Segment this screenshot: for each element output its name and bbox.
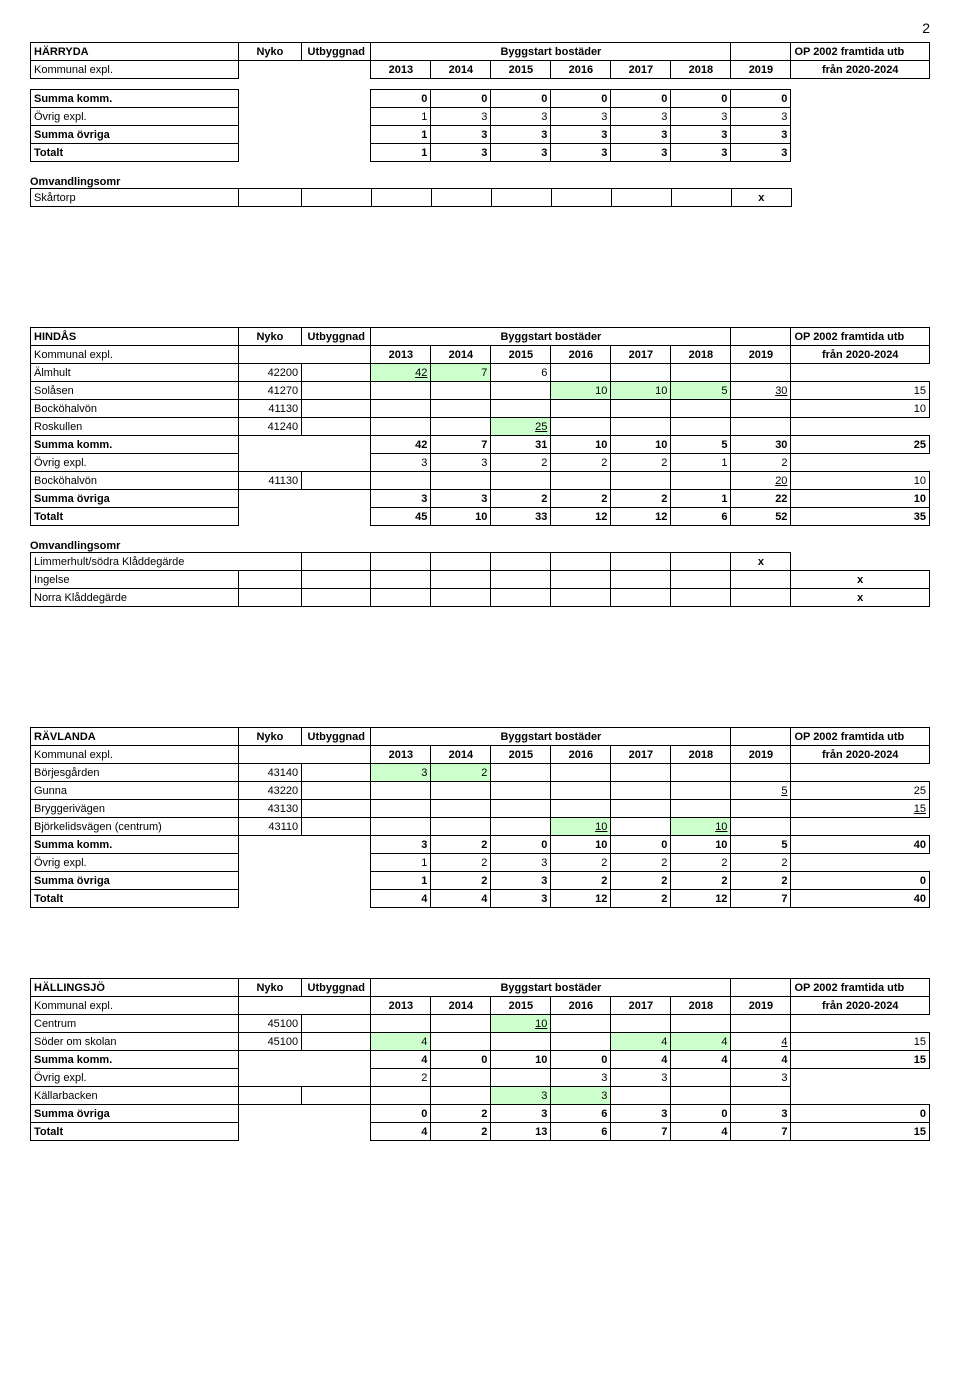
hallingsjo-table: HÄLLINGSJÖ Nyko Utbyggnad Byggstart bost… — [30, 978, 930, 1141]
ravlanda-table: RÄVLANDA Nyko Utbyggnad Byggstart bostäd… — [30, 727, 930, 908]
hindas-omv: Limmerhult/södra Klåddegärde x Ingelse x… — [30, 552, 930, 607]
hdr-byggstart: Byggstart bostäder — [371, 43, 731, 61]
hallingsjo-title: HÄLLINGSJÖ — [31, 979, 239, 997]
hdr-kommunal: Kommunal expl. — [31, 61, 239, 79]
omv-title: Omvandlingsomr — [30, 176, 930, 188]
hindas-table: HINDÅS Nyko Utbyggnad Byggstart bostäder… — [30, 327, 930, 526]
page-number: 2 — [30, 20, 930, 36]
harryda-omv: Skårtorp x — [30, 188, 930, 207]
harryda-table: HÄRRYDA Nyko Utbyggnad Byggstart bostäde… — [30, 42, 930, 79]
row-summa-komm: Summa komm. 0 0 0 0 0 0 0 — [31, 90, 930, 108]
row-summa-ovriga: Summa övriga 1 3 3 3 3 3 3 — [31, 126, 930, 144]
hindas-title: HINDÅS — [31, 328, 239, 346]
hdr-fran: från 2020-2024 — [791, 61, 930, 79]
hdr-utb: Utbyggnad — [302, 43, 371, 61]
row-ovrig: Övrig expl. 1 3 3 3 3 3 3 — [31, 108, 930, 126]
omv-title: Omvandlingsomr — [30, 540, 930, 552]
row-totalt: Totalt 1 3 3 3 3 3 3 — [31, 144, 930, 162]
harryda-title: HÄRRYDA — [31, 43, 239, 61]
hdr-op: OP 2002 framtida utb — [791, 43, 930, 61]
ravlanda-title: RÄVLANDA — [31, 728, 239, 746]
harryda-body: Summa komm. 0 0 0 0 0 0 0 Övrig expl. 1 … — [30, 89, 930, 162]
hdr-nyko: Nyko — [238, 43, 301, 61]
